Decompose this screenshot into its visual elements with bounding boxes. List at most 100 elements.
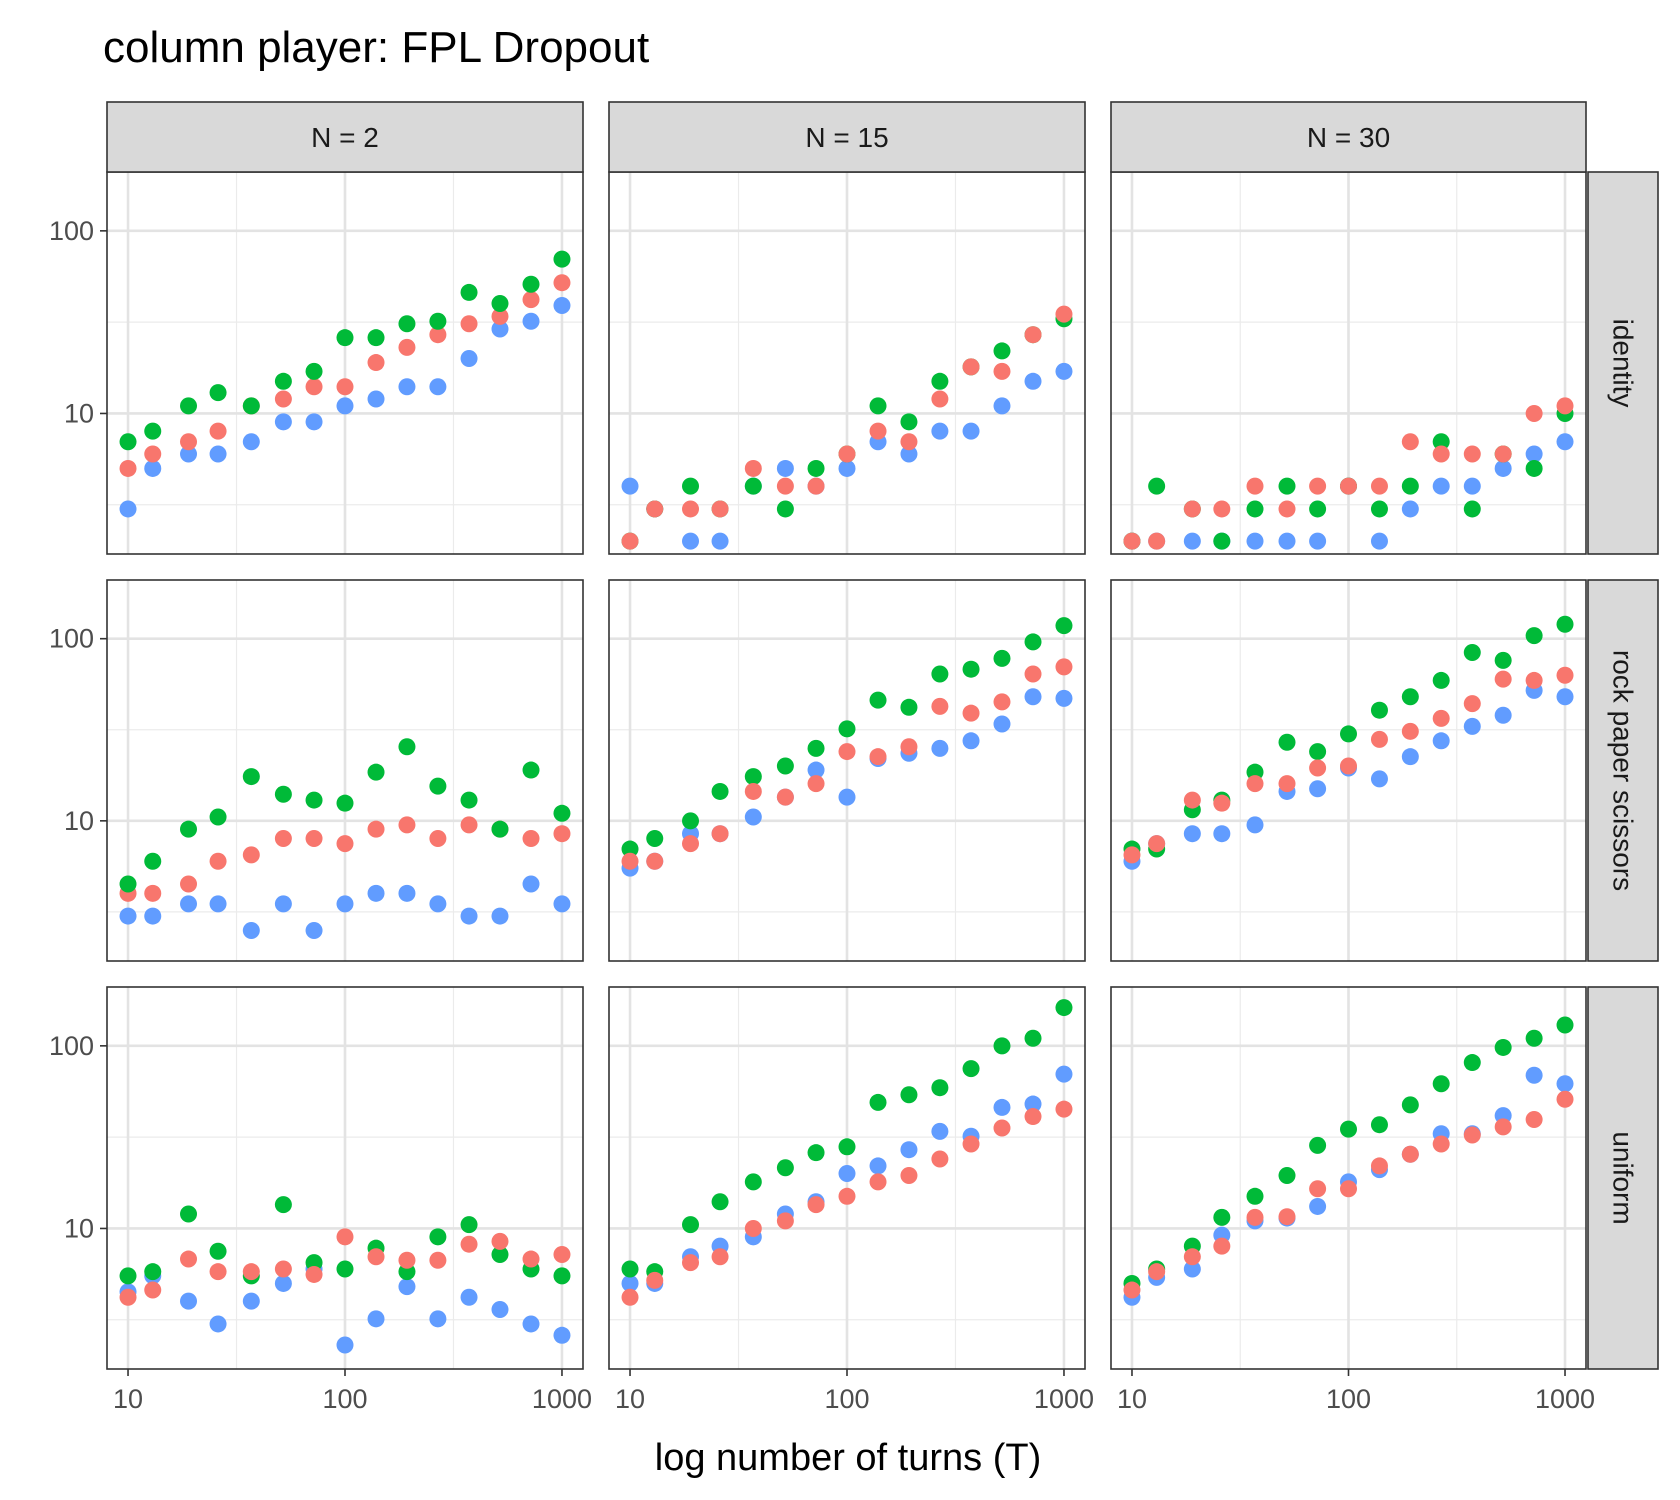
data-point <box>1309 1197 1327 1215</box>
data-point <box>429 1251 447 1269</box>
data-point <box>398 884 416 902</box>
data-point <box>900 413 918 431</box>
data-point <box>900 738 918 756</box>
data-point <box>144 907 162 925</box>
data-point <box>1213 532 1231 550</box>
data-point <box>522 275 540 293</box>
y-tick-label: 100 <box>49 1031 94 1061</box>
data-point <box>553 250 571 268</box>
data-point <box>1055 658 1073 676</box>
data-point <box>711 825 729 843</box>
data-point <box>838 788 856 806</box>
data-point <box>336 835 354 853</box>
data-point <box>900 1141 918 1159</box>
column-strip-background <box>1110 101 1587 173</box>
x-tick-label: 100 <box>1326 1384 1371 1414</box>
data-point <box>711 1248 729 1266</box>
data-point <box>242 846 260 864</box>
data-point <box>869 1157 887 1175</box>
data-point <box>1432 709 1450 727</box>
data-point <box>1494 459 1512 477</box>
data-point <box>119 433 137 451</box>
data-point <box>1024 1108 1042 1126</box>
data-point <box>744 477 762 495</box>
data-point <box>1278 500 1296 518</box>
data-point <box>931 1122 949 1140</box>
data-point <box>744 782 762 800</box>
data-point <box>1278 775 1296 793</box>
data-point <box>491 907 509 925</box>
data-point <box>776 477 794 495</box>
data-point <box>1401 748 1419 766</box>
data-point <box>962 422 980 440</box>
data-point <box>305 1265 323 1283</box>
data-point <box>460 283 478 301</box>
data-point <box>1525 1111 1543 1129</box>
data-point <box>621 852 639 870</box>
data-point <box>1370 532 1388 550</box>
data-point <box>1525 1066 1543 1084</box>
data-point <box>180 397 198 415</box>
data-point <box>1432 732 1450 750</box>
data-point <box>460 1288 478 1306</box>
data-point <box>962 704 980 722</box>
data-point <box>1494 670 1512 688</box>
data-point <box>1278 733 1296 751</box>
data-point <box>1401 500 1419 518</box>
data-point <box>1278 1208 1296 1226</box>
x-tick-label: 10 <box>1117 1384 1147 1414</box>
data-point <box>491 820 509 838</box>
data-point <box>180 895 198 913</box>
data-point <box>776 459 794 477</box>
data-point <box>682 477 700 495</box>
data-point <box>807 761 825 779</box>
data-point <box>367 329 385 347</box>
data-point <box>1024 372 1042 390</box>
data-point <box>429 378 447 396</box>
data-point <box>1055 305 1073 323</box>
data-point <box>242 433 260 451</box>
data-point <box>1183 825 1201 843</box>
data-point <box>144 1281 162 1299</box>
row-strip-background <box>1587 171 1659 555</box>
data-point <box>144 445 162 463</box>
data-point <box>336 895 354 913</box>
data-point <box>1246 816 1264 834</box>
data-point <box>336 397 354 415</box>
data-point <box>460 791 478 809</box>
data-point <box>646 829 664 847</box>
data-point <box>305 829 323 847</box>
data-point <box>1278 477 1296 495</box>
data-point <box>180 875 198 893</box>
data-point <box>1309 780 1327 798</box>
data-point <box>1024 326 1042 344</box>
data-point <box>1401 433 1419 451</box>
data-point <box>1432 1135 1450 1153</box>
data-point <box>993 362 1011 380</box>
data-point <box>838 720 856 738</box>
data-point <box>838 445 856 463</box>
data-point <box>144 1263 162 1281</box>
data-point <box>1340 1120 1357 1138</box>
data-point <box>553 297 571 315</box>
data-point <box>1525 671 1543 689</box>
data-point <box>993 715 1011 733</box>
data-point <box>1370 701 1388 719</box>
data-point <box>1340 1180 1357 1198</box>
data-point <box>1183 1260 1201 1278</box>
data-point <box>460 816 478 834</box>
data-point <box>807 1196 825 1214</box>
data-point <box>1401 1096 1419 1114</box>
data-point <box>1246 775 1264 793</box>
data-point <box>1525 1029 1543 1047</box>
data-point <box>336 329 354 347</box>
data-point <box>621 1260 639 1278</box>
data-point <box>993 1098 1011 1116</box>
data-point <box>305 1254 323 1272</box>
data-point <box>1246 1208 1264 1226</box>
data-point <box>429 326 447 344</box>
data-point <box>1123 532 1141 550</box>
data-point <box>460 315 478 333</box>
data-point <box>682 532 700 550</box>
data-point <box>900 698 918 716</box>
